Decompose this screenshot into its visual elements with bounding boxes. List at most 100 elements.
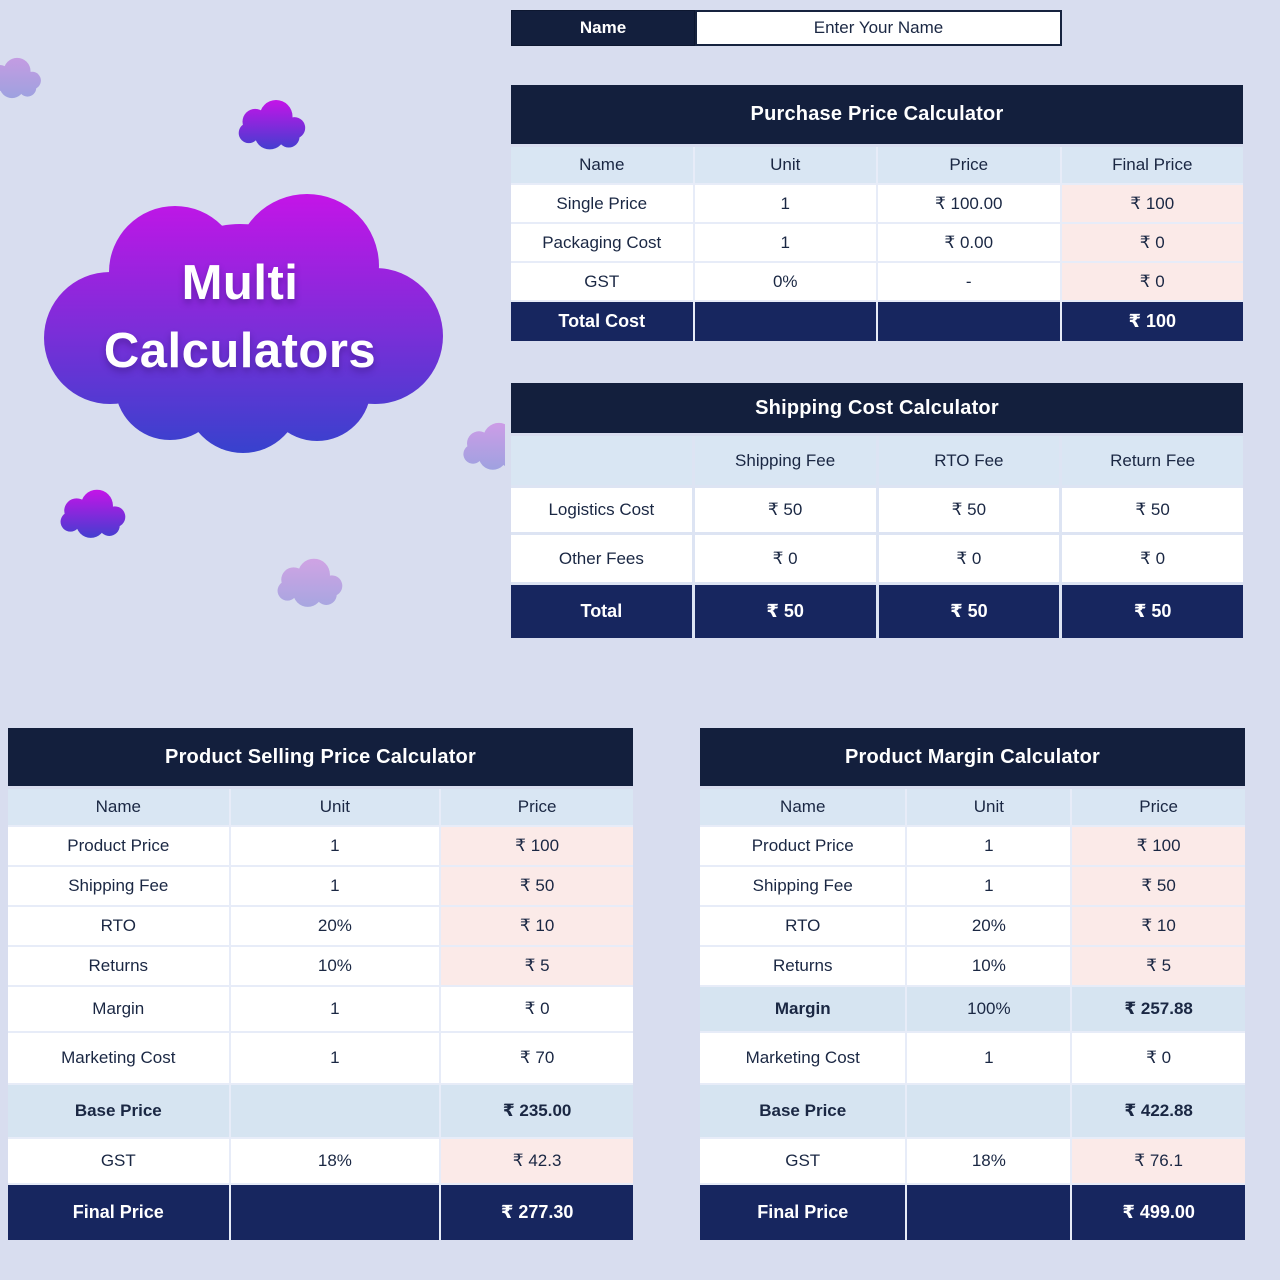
rto-fee-cell[interactable]: ₹ 0 bbox=[878, 535, 1060, 582]
column-header-rto-fee: RTO Fee bbox=[878, 436, 1060, 485]
unit-cell[interactable]: 18% bbox=[230, 1139, 440, 1183]
unit-cell[interactable]: 10% bbox=[907, 947, 1071, 985]
unit-cell[interactable]: 1 bbox=[230, 1033, 440, 1083]
row-label-cell: Returns bbox=[8, 947, 229, 985]
rto-fee-cell[interactable]: ₹ 50 bbox=[878, 488, 1060, 532]
row-label-cell: Other Fees bbox=[511, 535, 692, 582]
unit-cell[interactable]: 1 bbox=[907, 867, 1071, 905]
cloud-decoration-icon bbox=[0, 55, 44, 103]
name-bar: Name bbox=[511, 10, 1062, 46]
row-label-cell: RTO bbox=[8, 907, 229, 945]
margin-value-cell: ₹ 257.88 bbox=[1072, 987, 1245, 1031]
title-cloud: Multi Calculators bbox=[35, 180, 445, 455]
column-header-name: Name bbox=[700, 789, 906, 825]
price-cell[interactable]: ₹ 76.1 bbox=[1072, 1139, 1245, 1183]
column-header-price: Price bbox=[1072, 789, 1245, 825]
total-empty-cell bbox=[878, 302, 1060, 341]
price-cell[interactable]: ₹ 0 bbox=[441, 987, 633, 1031]
column-header-final-price: Final Price bbox=[1061, 147, 1243, 183]
price-cell[interactable]: ₹ 42.3 bbox=[441, 1139, 633, 1183]
column-header-blank bbox=[511, 436, 692, 485]
column-header-shipping-fee: Shipping Fee bbox=[694, 436, 876, 485]
price-cell[interactable]: ₹ 100 bbox=[1072, 827, 1245, 865]
total-label-cell: Final Price bbox=[700, 1185, 906, 1240]
price-cell[interactable]: ₹ 100 bbox=[441, 827, 633, 865]
margin-label-cell: Margin bbox=[700, 987, 906, 1031]
app-title-line1: Multi bbox=[181, 255, 299, 310]
row-label-cell: Marketing Cost bbox=[8, 1033, 229, 1083]
table-title: Product Selling Price Calculator bbox=[8, 728, 633, 786]
total-value-cell: ₹ 499.00 bbox=[1072, 1185, 1245, 1240]
unit-cell[interactable]: 10% bbox=[230, 947, 440, 985]
total-empty-cell bbox=[907, 1185, 1071, 1240]
return-fee-cell[interactable]: ₹ 0 bbox=[1062, 535, 1243, 582]
unit-cell[interactable]: 20% bbox=[907, 907, 1071, 945]
total-value-cell: ₹ 50 bbox=[878, 585, 1060, 638]
price-cell[interactable]: - bbox=[878, 263, 1060, 300]
name-input[interactable] bbox=[695, 10, 1062, 46]
table-title: Purchase Price Calculator bbox=[511, 85, 1243, 144]
price-cell[interactable]: ₹ 100.00 bbox=[878, 185, 1060, 222]
base-price-value-cell: ₹ 422.88 bbox=[1072, 1085, 1245, 1137]
price-cell[interactable]: ₹ 50 bbox=[1072, 867, 1245, 905]
price-cell[interactable]: ₹ 70 bbox=[441, 1033, 633, 1083]
total-label-cell: Final Price bbox=[8, 1185, 229, 1240]
cloud-decoration-icon bbox=[272, 556, 346, 612]
unit-cell[interactable]: 1 bbox=[907, 827, 1071, 865]
final-price-cell: ₹ 100 bbox=[1061, 185, 1243, 222]
row-label-cell: Returns bbox=[700, 947, 906, 985]
unit-cell[interactable]: 1 bbox=[230, 987, 440, 1031]
price-cell[interactable]: ₹ 5 bbox=[1072, 947, 1245, 985]
row-label-cell: Margin bbox=[8, 987, 229, 1031]
total-empty-cell bbox=[230, 1185, 440, 1240]
row-label-cell: Product Price bbox=[700, 827, 906, 865]
cloud-decoration-icon bbox=[55, 486, 129, 544]
base-price-empty-cell bbox=[230, 1085, 440, 1137]
unit-cell[interactable]: 18% bbox=[907, 1139, 1071, 1183]
unit-cell[interactable]: 1 bbox=[694, 224, 876, 261]
price-cell[interactable]: ₹ 10 bbox=[1072, 907, 1245, 945]
shipping-cost-calculator: Shipping Cost Calculator Shipping Fee RT… bbox=[511, 383, 1243, 638]
final-price-cell: ₹ 0 bbox=[1061, 263, 1243, 300]
row-label-cell: Packaging Cost bbox=[511, 224, 693, 261]
column-header-price: Price bbox=[441, 789, 633, 825]
name-label: Name bbox=[511, 10, 695, 46]
price-cell[interactable]: ₹ 5 bbox=[441, 947, 633, 985]
column-header-unit: Unit bbox=[230, 789, 440, 825]
total-label-cell: Total Cost bbox=[511, 302, 693, 341]
unit-cell[interactable]: 1 bbox=[694, 185, 876, 222]
price-cell[interactable]: ₹ 50 bbox=[441, 867, 633, 905]
table-title: Shipping Cost Calculator bbox=[511, 383, 1243, 433]
row-label-cell: Shipping Fee bbox=[700, 867, 906, 905]
price-cell[interactable]: ₹ 10 bbox=[441, 907, 633, 945]
total-label-cell: Total bbox=[511, 585, 692, 638]
purchase-price-calculator: Purchase Price Calculator Name Unit Pric… bbox=[511, 85, 1243, 341]
product-selling-price-calculator: Product Selling Price Calculator Name Un… bbox=[8, 728, 633, 1240]
unit-cell[interactable]: 20% bbox=[230, 907, 440, 945]
unit-cell[interactable]: 1 bbox=[907, 1033, 1071, 1083]
row-label-cell: RTO bbox=[700, 907, 906, 945]
unit-cell[interactable]: 1 bbox=[230, 867, 440, 905]
product-margin-calculator: Product Margin Calculator Name Unit Pric… bbox=[700, 728, 1245, 1240]
row-label-cell: GST bbox=[700, 1139, 906, 1183]
shipping-fee-cell[interactable]: ₹ 50 bbox=[694, 488, 876, 532]
row-label-cell: Single Price bbox=[511, 185, 693, 222]
price-cell[interactable]: ₹ 0.00 bbox=[878, 224, 1060, 261]
shipping-fee-cell[interactable]: ₹ 0 bbox=[694, 535, 876, 582]
unit-cell[interactable]: 1 bbox=[230, 827, 440, 865]
row-label-cell: Shipping Fee bbox=[8, 867, 229, 905]
price-cell[interactable]: ₹ 0 bbox=[1072, 1033, 1245, 1083]
final-price-cell: ₹ 0 bbox=[1061, 224, 1243, 261]
cloud-decoration-icon bbox=[458, 420, 505, 475]
base-price-value-cell: ₹ 235.00 bbox=[441, 1085, 633, 1137]
unit-cell[interactable]: 0% bbox=[694, 263, 876, 300]
return-fee-cell[interactable]: ₹ 50 bbox=[1062, 488, 1243, 532]
cloud-decoration-icon bbox=[233, 96, 309, 156]
row-label-cell: Product Price bbox=[8, 827, 229, 865]
column-header-name: Name bbox=[8, 789, 229, 825]
row-label-cell: Marketing Cost bbox=[700, 1033, 906, 1083]
margin-unit-cell[interactable]: 100% bbox=[907, 987, 1071, 1031]
base-price-label-cell: Base Price bbox=[700, 1085, 906, 1137]
app-title: Multi Calculators bbox=[35, 180, 445, 455]
